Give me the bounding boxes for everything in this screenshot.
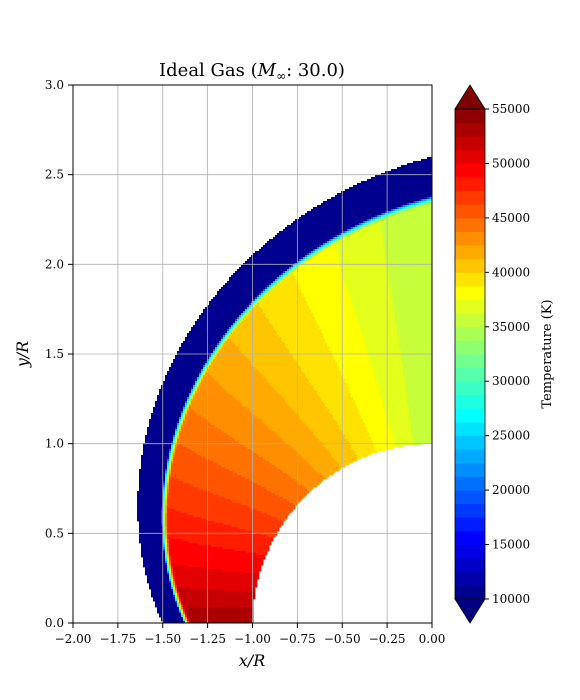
x-tick-label: −2.00 xyxy=(55,632,92,646)
colorbar-band xyxy=(455,449,485,464)
colorbar-tick-label: 45000 xyxy=(492,211,530,225)
colorbar-frame xyxy=(454,108,486,600)
y-axis-label-rest: /R xyxy=(13,341,32,360)
colorbar-extend-min xyxy=(454,598,486,624)
colorbar-band xyxy=(455,231,485,246)
colorbar-tick-label: 50000 xyxy=(492,156,530,170)
colorbar-tick-label: 35000 xyxy=(492,320,530,334)
x-tick-label: −1.50 xyxy=(144,632,181,646)
x-tick-label: −0.50 xyxy=(324,632,361,646)
y-tick-label: 1.5 xyxy=(45,347,64,361)
colorbar-band xyxy=(455,381,485,396)
colorbar-band xyxy=(455,313,485,328)
y-axis-ticks: 0.0 0.5 1.0 1.5 2.0 2.5 3.0 xyxy=(45,78,73,630)
y-axis-label-var: y xyxy=(13,357,32,368)
colorbar-band xyxy=(455,422,485,437)
colorbar-band xyxy=(455,340,485,355)
colorbar-bands xyxy=(455,109,485,600)
colorbar-tick-label: 15000 xyxy=(492,538,530,552)
x-axis-label-var: x xyxy=(239,651,248,670)
colorbar-ticks: 10000 15000 20000 25000 30000 35000 40000 45000… xyxy=(485,102,530,606)
x-axis-ticks: −2.00 −1.75 −1.50 −1.25 −1.00 −0.75 −0.50 −0.25… xyxy=(55,623,446,646)
colorbar-band xyxy=(455,435,485,450)
colorbar-band xyxy=(455,258,485,273)
colorbar-band xyxy=(455,245,485,260)
colorbar-band xyxy=(455,394,485,409)
y-tick-label: 0.5 xyxy=(45,526,64,540)
y-tick-label: 0.0 xyxy=(45,616,64,630)
colorbar: 10000 15000 20000 25000 30000 35000 40000 45000… xyxy=(454,84,555,624)
colorbar-band xyxy=(455,109,485,124)
colorbar-band xyxy=(455,177,485,192)
colorbar-band xyxy=(455,571,485,586)
colorbar-band xyxy=(455,299,485,314)
y-tick-label: 1.0 xyxy=(45,437,64,451)
colorbar-band xyxy=(455,285,485,300)
x-tick-label: −0.75 xyxy=(279,632,316,646)
grid-lines xyxy=(72,84,433,624)
colorbar-band xyxy=(455,503,485,518)
colorbar-band xyxy=(455,476,485,491)
colorbar-band xyxy=(455,204,485,219)
chart-title: Ideal Gas (M∞: 30.0) xyxy=(159,60,345,83)
x-tick-label: −1.75 xyxy=(99,632,136,646)
colorbar-band xyxy=(455,558,485,573)
colorbar-extend-max xyxy=(454,84,486,110)
x-axis-label: x/R xyxy=(239,651,265,670)
colorbar-band xyxy=(455,367,485,382)
colorbar-tick-label: 25000 xyxy=(492,429,530,443)
chart-title-main: Ideal Gas ( xyxy=(159,60,258,81)
colorbar-band xyxy=(455,530,485,545)
colorbar-band xyxy=(455,490,485,505)
colorbar-label: Temperature (K) xyxy=(540,299,555,408)
colorbar-band xyxy=(455,326,485,341)
colorbar-band xyxy=(455,190,485,205)
colorbar-band xyxy=(455,408,485,423)
y-axis-label: y/R xyxy=(13,341,32,368)
x-tick-label: −1.25 xyxy=(189,632,226,646)
colorbar-tick-label: 30000 xyxy=(492,374,530,388)
colorbar-tick-label: 40000 xyxy=(492,265,530,279)
chart-title-symbol: M xyxy=(257,60,277,81)
colorbar-tick-label: 20000 xyxy=(492,483,530,497)
x-axis-label-rest: /R xyxy=(246,651,265,670)
colorbar-band xyxy=(455,272,485,287)
x-tick-label: 0.00 xyxy=(419,632,446,646)
colorbar-band xyxy=(455,163,485,178)
y-tick-label: 2.5 xyxy=(45,168,64,182)
colorbar-band xyxy=(455,122,485,137)
colorbar-band xyxy=(455,544,485,559)
x-tick-label: −1.00 xyxy=(234,632,271,646)
colorbar-band xyxy=(455,354,485,369)
colorbar-band xyxy=(455,217,485,232)
temperature-contour-field xyxy=(137,157,432,623)
y-tick-label: 3.0 xyxy=(45,78,64,92)
x-tick-label: −0.25 xyxy=(369,632,406,646)
chart-title-subscript: ∞ xyxy=(276,69,286,83)
colorbar-tick-label: 55000 xyxy=(492,102,530,116)
colorbar-band xyxy=(455,585,485,600)
colorbar-band xyxy=(455,462,485,477)
y-tick-label: 2.0 xyxy=(45,257,64,271)
colorbar-tick-label: 10000 xyxy=(492,592,530,606)
colorbar-band xyxy=(455,136,485,151)
colorbar-band xyxy=(455,149,485,164)
colorbar-band xyxy=(455,517,485,532)
chart-title-rest: : 30.0) xyxy=(286,60,345,81)
